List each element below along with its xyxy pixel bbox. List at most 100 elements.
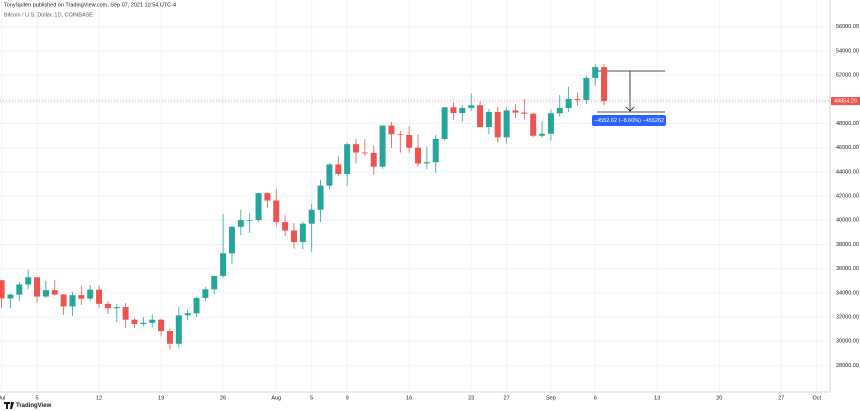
x-tick-label: 5: [310, 395, 313, 401]
candle-body: [60, 294, 67, 307]
candle-body: [370, 152, 377, 167]
author-line: TonySpiteri published on TradingView.com…: [4, 2, 176, 8]
candle-body: [34, 277, 41, 297]
symbol-title: Bitcoin / U.S. Dollar, 1D, COINBASE: [4, 12, 93, 18]
candle-body: [423, 162, 430, 164]
candle-body: [485, 111, 492, 128]
candle-body: [193, 297, 200, 314]
candle-body: [166, 331, 173, 344]
y-tick-label: 28000.00: [836, 363, 859, 369]
candle-body: [237, 220, 244, 227]
x-tick-label: 27: [504, 395, 510, 401]
x-tick-label: 5: [36, 395, 39, 401]
candle-body: [406, 135, 413, 148]
candle-body: [379, 125, 386, 167]
candle-body: [202, 289, 209, 298]
candle-body: [255, 193, 262, 221]
candle-body: [211, 275, 218, 290]
candle-body: [556, 108, 563, 114]
x-tick-label: Oct: [812, 395, 821, 401]
candle-body: [264, 193, 271, 201]
candle-body: [16, 284, 23, 295]
candle-body: [51, 290, 58, 295]
candle-body: [326, 164, 333, 186]
last-price-box: [831, 97, 860, 106]
candle-body: [282, 222, 289, 231]
x-tick-label: Sep: [546, 395, 556, 401]
candle-body: [317, 185, 324, 210]
x-tick-label: 27: [778, 395, 784, 401]
candle-body: [547, 113, 554, 134]
candle-body: [104, 303, 111, 309]
candle-body: [565, 98, 572, 109]
candle-body: [290, 230, 297, 243]
y-tick-label: 30000.00: [836, 339, 859, 345]
candle-body: [69, 295, 76, 307]
x-tick-label: 13: [654, 395, 660, 401]
candle-body: [273, 200, 280, 223]
measure-arrowhead: [625, 106, 635, 112]
candle-body: [503, 110, 510, 138]
x-tick-label: 19: [158, 395, 164, 401]
y-tick-label: 34000.00: [836, 290, 859, 296]
candle-body: [335, 164, 342, 174]
candle-body: [184, 313, 191, 316]
candle-body: [78, 295, 85, 299]
candle-body: [361, 152, 368, 154]
candle-body: [574, 98, 581, 101]
candle-body: [96, 289, 103, 304]
y-tick-label: 46000.00: [836, 145, 859, 151]
candle-body: [113, 307, 120, 309]
y-tick-label: 36000.00: [836, 266, 859, 272]
candle-body: [432, 138, 439, 163]
y-tick-label: 32000.00: [836, 314, 859, 320]
measure-box: [592, 115, 666, 126]
candle-body: [521, 112, 528, 114]
candle-body: [450, 107, 457, 113]
candle-body: [459, 107, 466, 113]
y-tick-label: 44000.00: [836, 169, 859, 175]
y-tick-label: 52000.00: [836, 73, 859, 79]
candle-body: [477, 105, 484, 128]
y-tick-label: 40000.00: [836, 218, 859, 224]
candle-body: [583, 77, 590, 101]
candle-body: [512, 110, 519, 113]
candle-body: [220, 253, 227, 276]
candle-body: [158, 319, 165, 332]
candle-body: [592, 67, 599, 78]
candle-body: [530, 113, 537, 136]
y-tick-label: 48000.00: [836, 121, 859, 127]
brand-logo: [4, 402, 14, 409]
x-tick-label: Jul: [0, 395, 5, 401]
x-tick-label: 20: [716, 395, 722, 401]
x-tick-label: 23: [468, 395, 474, 401]
candle-body: [25, 277, 32, 285]
candle-body: [87, 289, 94, 299]
candle-body: [441, 107, 448, 139]
x-tick-label: 16: [406, 395, 412, 401]
x-tick-label: 26: [220, 395, 226, 401]
candle-body: [415, 147, 422, 164]
y-tick-label: 38000.00: [836, 242, 859, 248]
candle-body: [601, 67, 608, 102]
candle-body: [42, 290, 49, 297]
x-tick-label: 12: [96, 395, 102, 401]
candle-body: [122, 307, 129, 320]
measure-label: −4552.62 (−8.60%) −455262: [594, 118, 664, 124]
last-price-label: 49854.29: [834, 99, 857, 105]
candle-body: [246, 220, 253, 221]
measure-tool: −4552.62 (−8.60%) −455262: [592, 70, 666, 126]
candle-body: [468, 105, 475, 108]
candle-body: [7, 294, 14, 299]
candle-body: [0, 280, 5, 299]
x-tick-label: 9: [346, 395, 349, 401]
candle-body: [353, 144, 359, 153]
candle-body: [149, 319, 156, 323]
candle-body: [388, 125, 395, 135]
candle-body: [131, 319, 138, 325]
y-tick-label: 42000.00: [836, 194, 859, 200]
brand-name: TradingView: [16, 403, 52, 409]
candle-body: [228, 226, 235, 254]
candle-body: [539, 133, 546, 136]
